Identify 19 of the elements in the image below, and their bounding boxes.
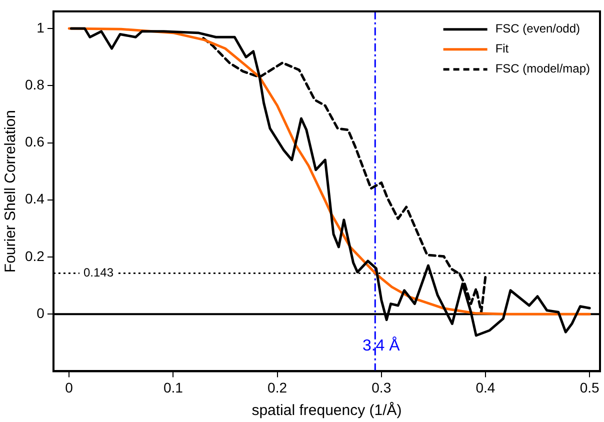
- legend-label: Fit: [495, 42, 510, 56]
- x-tick-label: 0.3: [372, 379, 392, 396]
- y-tick-label: 0: [36, 304, 45, 321]
- y-tick-label: 0.6: [24, 134, 45, 150]
- ref-line-label: 3.4 Å: [362, 336, 400, 354]
- x-axis-title: spatial frequency (1/Å): [252, 401, 402, 420]
- x-tick-label: 0.4: [476, 379, 496, 396]
- y-tick-label: 0.8: [24, 76, 45, 93]
- y-tick-label: 1: [36, 19, 45, 36]
- x-tick-label: 0.2: [268, 379, 288, 396]
- ref-line-label: 0.143: [83, 266, 114, 280]
- legend-label: FSC (model/map): [495, 62, 590, 76]
- y-tick-label: 0.4: [24, 190, 45, 207]
- y-tick-label: 0.2: [24, 248, 45, 264]
- x-tick-label: 0.5: [580, 379, 600, 396]
- x-tick-label: 0.1: [163, 379, 184, 396]
- legend-label: FSC (even/odd): [495, 22, 580, 36]
- x-tick-label: 0: [65, 379, 74, 396]
- y-axis-title: Fourier Shell Correlation: [2, 110, 20, 273]
